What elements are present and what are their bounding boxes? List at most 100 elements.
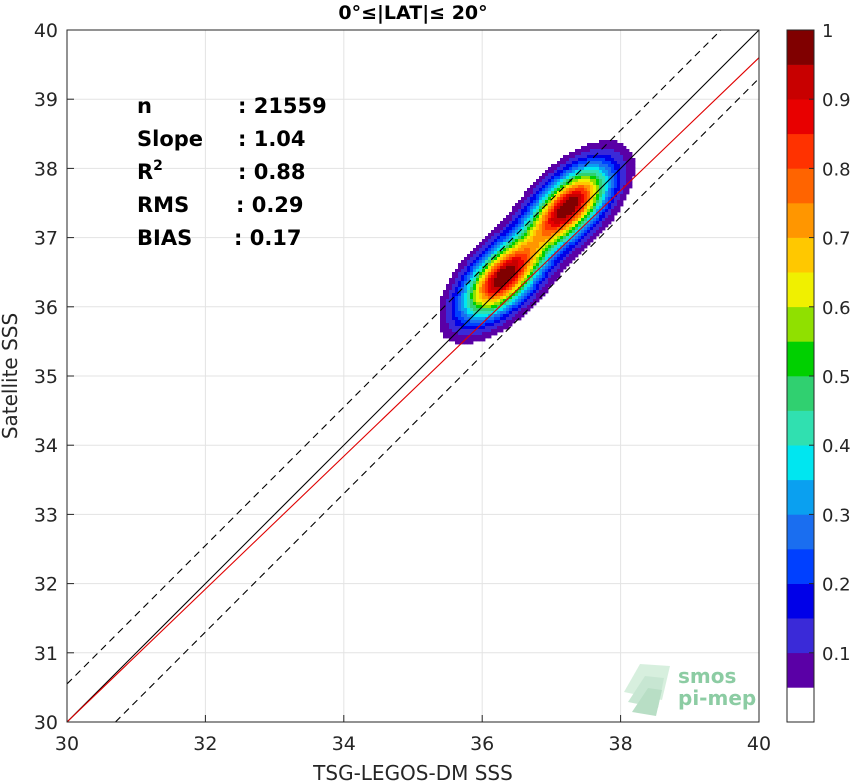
density-cell <box>575 161 579 165</box>
density-cell <box>548 248 552 252</box>
density-cell <box>497 278 501 282</box>
density-cell <box>527 266 531 270</box>
density-cell <box>485 308 489 312</box>
density-cell <box>632 167 636 171</box>
density-cell <box>464 281 468 285</box>
density-cell <box>500 278 504 282</box>
density-cell <box>476 260 480 264</box>
density-cell <box>497 227 501 231</box>
density-cell <box>482 308 486 312</box>
density-cell <box>506 308 510 312</box>
density-cell <box>479 284 483 288</box>
density-cell <box>521 281 525 285</box>
density-cell <box>599 146 603 150</box>
density-cell <box>473 287 477 291</box>
density-cell <box>545 290 549 294</box>
density-cell <box>524 239 528 243</box>
density-cell <box>470 305 474 309</box>
density-cell <box>584 227 588 231</box>
density-cell <box>551 191 555 195</box>
colorbar-band <box>787 306 814 342</box>
density-cell <box>452 323 456 327</box>
density-cell <box>569 254 573 258</box>
density-cell <box>488 326 492 330</box>
density-cell <box>467 275 471 279</box>
density-cell <box>599 218 603 222</box>
density-cell <box>494 257 498 261</box>
density-cell <box>617 170 621 174</box>
density-cell <box>623 179 627 183</box>
density-cell <box>482 317 486 321</box>
density-cell <box>545 245 549 249</box>
density-cell <box>449 320 453 324</box>
density-cell <box>578 149 582 153</box>
density-cell <box>533 296 537 300</box>
density-cell <box>545 242 549 246</box>
density-cell <box>617 185 621 189</box>
density-cell <box>587 173 591 177</box>
density-cell <box>539 224 543 228</box>
density-cell <box>590 236 594 240</box>
density-cell <box>566 263 570 267</box>
density-cell <box>509 281 513 285</box>
density-cell <box>536 275 540 279</box>
density-cell <box>494 332 498 336</box>
density-cell <box>578 179 582 183</box>
density-cell <box>500 230 504 234</box>
density-cell <box>479 317 483 321</box>
density-cell <box>479 320 483 324</box>
density-cell <box>587 188 591 192</box>
density-cell <box>524 221 528 225</box>
density-cell <box>539 200 543 204</box>
density-cell <box>509 314 513 318</box>
density-cell <box>563 209 567 213</box>
density-cell <box>623 194 627 198</box>
density-cell <box>512 302 516 306</box>
density-cell <box>512 314 516 318</box>
density-cell <box>584 167 588 171</box>
density-cell <box>443 308 447 312</box>
density-cell <box>506 326 510 330</box>
density-cell <box>575 215 579 219</box>
density-cell <box>494 320 498 324</box>
density-cell <box>599 221 603 225</box>
density-cell <box>482 248 486 252</box>
density-cell <box>548 218 552 222</box>
density-cell <box>569 200 573 204</box>
colorbar-band <box>787 272 814 308</box>
density-cell <box>503 239 507 243</box>
density-cell <box>518 203 522 207</box>
density-cell <box>593 185 597 189</box>
density-cell <box>551 167 555 171</box>
density-cell <box>539 227 543 231</box>
density-cell <box>464 290 468 294</box>
density-cell <box>449 293 453 297</box>
density-cell <box>587 182 591 186</box>
density-cell <box>515 230 519 234</box>
density-cell <box>458 272 462 276</box>
density-cell <box>524 245 528 249</box>
colorbar-band <box>787 99 814 135</box>
density-cell <box>557 257 561 261</box>
density-cell <box>557 212 561 216</box>
density-cell <box>611 149 615 153</box>
density-cell <box>506 215 510 219</box>
density-cell <box>551 248 555 252</box>
density-cell <box>485 305 489 309</box>
density-cell <box>551 233 555 237</box>
density-cell <box>581 164 585 168</box>
density-cell <box>551 170 555 174</box>
density-cell <box>614 146 618 150</box>
density-cell <box>530 290 534 294</box>
density-cell <box>620 155 624 159</box>
density-cell <box>593 209 597 213</box>
density-cell <box>455 296 459 300</box>
density-cell <box>500 329 504 333</box>
density-cell <box>452 302 456 306</box>
density-cell <box>542 266 546 270</box>
density-cell <box>464 323 468 327</box>
density-cell <box>590 215 594 219</box>
density-cell <box>563 227 567 231</box>
density-cell <box>605 212 609 216</box>
density-cell <box>476 290 480 294</box>
